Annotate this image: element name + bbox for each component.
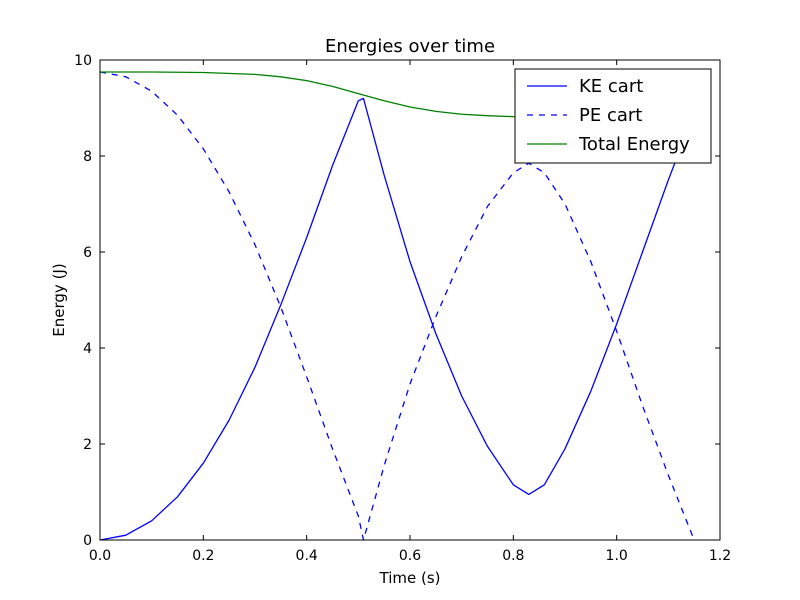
x-tick-label: 0.6 bbox=[399, 548, 421, 564]
y-tick-label: 0 bbox=[83, 533, 92, 549]
series-line-0 bbox=[100, 97, 695, 540]
x-tick-label: 0.4 bbox=[296, 548, 318, 564]
y-tick-label: 8 bbox=[83, 149, 92, 165]
x-tick-label: 1.2 bbox=[709, 548, 731, 564]
legend-label-2: Total Energy bbox=[578, 134, 690, 155]
y-tick-label: 10 bbox=[74, 53, 92, 69]
y-axis: 0 2 4 6 8 10 bbox=[74, 53, 720, 549]
x-axis-label: Time (s) bbox=[379, 569, 441, 587]
y-axis-label: Energy (J) bbox=[50, 263, 68, 336]
x-axis: 0.0 0.2 0.4 0.6 0.8 1.0 1.2 bbox=[89, 60, 731, 564]
legend-label-1: PE cart bbox=[579, 105, 642, 126]
y-tick-label: 4 bbox=[83, 341, 92, 357]
x-tick-label: 0.2 bbox=[192, 548, 214, 564]
chart-title: Energies over time bbox=[325, 36, 495, 57]
legend-box bbox=[514, 68, 712, 164]
x-tick-label: 0.8 bbox=[502, 548, 524, 564]
y-tick-label: 2 bbox=[83, 437, 92, 453]
x-tick-label: 1.0 bbox=[606, 548, 628, 564]
legend: KE cart PE cart Total Energy bbox=[514, 68, 712, 164]
series-line-1 bbox=[100, 71, 695, 540]
legend-label-0: KE cart bbox=[579, 76, 643, 97]
y-tick-label: 6 bbox=[83, 245, 92, 261]
x-tick-label: 0.0 bbox=[89, 548, 111, 564]
